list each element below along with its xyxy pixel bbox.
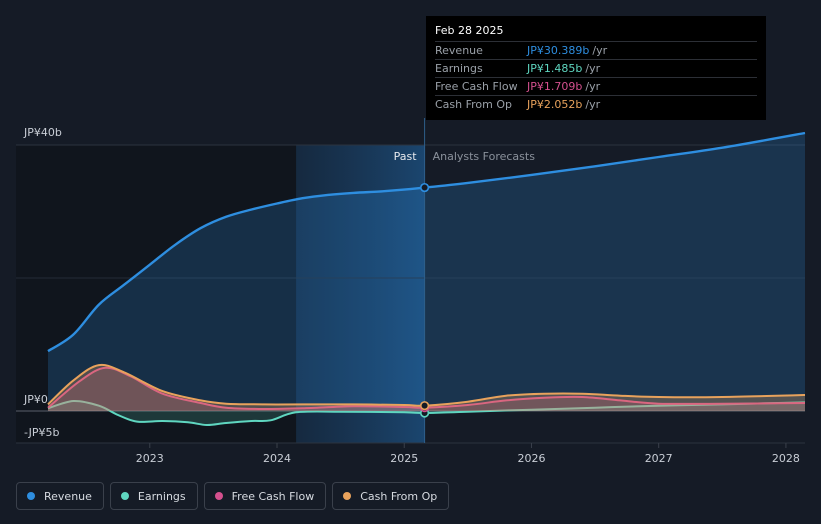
legend-item-free-cash-flow[interactable]: Free Cash Flow (203, 482, 327, 510)
series-layer (47, 131, 806, 427)
x-axis-ticks: 2023 2024 2025 2026 2027 2028 (136, 443, 800, 465)
area-cash-from-op (48, 364, 805, 411)
legend-item-revenue[interactable]: Revenue (16, 482, 104, 510)
tooltip-row-revenue: Revenue JP¥30.389b /yr (435, 41, 757, 59)
tooltip-unit: /yr (585, 62, 601, 75)
x-tick-label-2024: 2024 (263, 452, 291, 465)
tooltip-unit: /yr (592, 44, 608, 57)
forecast-label: Analysts Forecasts (433, 150, 536, 163)
marker-cash-from-op (419, 401, 430, 411)
tooltip-row-earnings: Earnings JP¥1.485b /yr (435, 59, 757, 77)
y-axis-top-label: JP¥40b (23, 126, 62, 139)
tooltip-value: JP¥1.709b (527, 80, 583, 93)
tooltip-unit: /yr (585, 80, 601, 93)
legend-label: Cash From Op (360, 489, 438, 503)
recent-past-highlight (296, 145, 425, 443)
line-revenue (47, 131, 806, 353)
markers-layer (419, 182, 430, 418)
marker-revenue (419, 182, 430, 193)
legend-label: Earnings (137, 489, 186, 503)
line-cash-from-op (47, 363, 806, 407)
tooltip-date: Feb 28 2025 (435, 24, 504, 37)
x-tick-label-2027: 2027 (645, 452, 673, 465)
tooltip-value: JP¥2.052b (527, 98, 583, 111)
tooltip: Feb 28 2025 Revenue JP¥30.389b /yr Earni… (426, 16, 766, 120)
tooltip-label: Free Cash Flow (435, 80, 518, 93)
legend-item-earnings[interactable]: Earnings (109, 482, 198, 510)
line-earnings (47, 399, 806, 427)
legend: Revenue Earnings Free Cash Flow Cash Fro… (16, 482, 450, 510)
tooltip-label: Revenue (435, 44, 483, 57)
legend-dot-icon (120, 492, 129, 500)
area-earnings (48, 400, 805, 426)
tooltip-label: Cash From Op (435, 98, 513, 111)
y-axis-bottom-label: -JP¥5b (24, 426, 59, 439)
x-tick-label-2025: 2025 (390, 452, 418, 465)
tooltip-unit: /yr (585, 98, 601, 111)
chart: JP¥40b JP¥0 -JP¥5b Past Analysts Forecas… (16, 118, 806, 465)
legend-dot-icon (343, 492, 352, 500)
tooltip-value: JP¥1.485b (527, 62, 583, 75)
legend-item-cash-from-op[interactable]: Cash From Op (332, 482, 450, 510)
y-axis-zero-label: JP¥0 (23, 393, 48, 406)
x-tick-label-2026: 2026 (517, 452, 545, 465)
x-tick-label-2028: 2028 (772, 452, 800, 465)
legend-dot-icon (214, 492, 223, 500)
legend-dot-icon (27, 492, 35, 500)
tooltip-row-free-cash-flow: Free Cash Flow JP¥1.709b /yr (435, 77, 757, 95)
legend-label: Revenue (44, 489, 92, 503)
x-tick-label-2023: 2023 (136, 452, 164, 465)
tooltip-value: JP¥30.389b (527, 44, 590, 57)
area-revenue (48, 133, 805, 411)
past-label: Past (394, 150, 418, 163)
tooltip-row-cash-from-op: Cash From Op JP¥2.052b /yr (435, 95, 757, 113)
tooltip-label: Earnings (435, 62, 483, 75)
legend-label: Free Cash Flow (231, 489, 315, 503)
